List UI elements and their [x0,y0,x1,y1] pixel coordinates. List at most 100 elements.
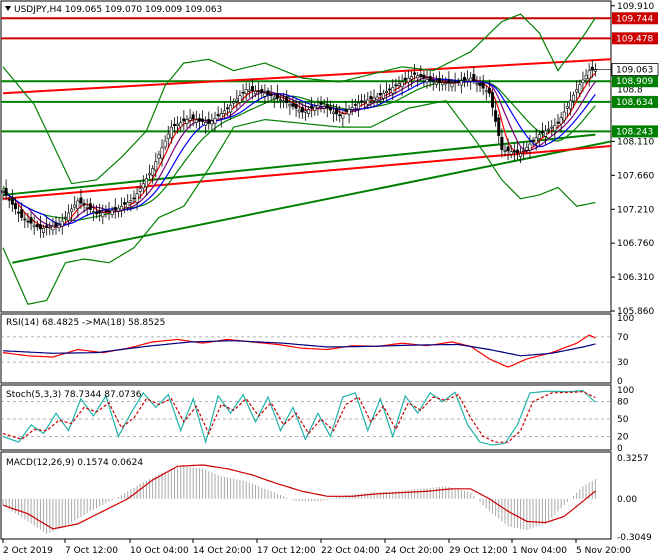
candle-body [70,208,74,213]
candle-body [191,114,195,120]
candle-body [282,100,286,103]
candle-body [57,224,61,229]
candle-body [310,105,314,109]
candle-body [17,211,21,214]
level-price-tag-label: 109.744 [616,14,653,24]
time-tick-label: 5 Nov 20:00 [576,546,631,556]
candle-body [494,110,498,122]
candle-body [562,111,566,121]
candle-body [238,95,242,103]
candle-body [503,150,507,152]
macd-signal-line [2,464,596,530]
candle-body [475,82,479,85]
macd-title: MACD(12,26,9) 0.1574 0.0624 [6,458,143,468]
candle-body [528,143,532,151]
stoch-layer [1,389,611,446]
candle-body [335,108,339,115]
candle-body [244,89,248,95]
dropdown-triangle-icon[interactable] [5,6,11,11]
candle-body [254,91,258,95]
candle-body [409,75,413,80]
stoch-tick-label: 100 [617,386,634,396]
level-price-tag-label: 108.243 [616,127,653,137]
candle-body [307,109,311,114]
trendline-0 [12,140,612,264]
candle-body [194,119,198,123]
candle-body [222,110,226,114]
time-tick-label: 24 Oct 20:00 [385,546,444,556]
candle-body [481,82,485,89]
level-price-tag [612,125,658,138]
candle-body [60,220,64,227]
candle-body [76,200,80,209]
candle-body [328,106,332,111]
candle-body [381,92,385,99]
candle-body [88,203,92,210]
time-tick-label: 29 Oct 12:00 [449,546,508,556]
candle-body [472,74,476,81]
candle-body [110,210,114,216]
candle-body [107,210,111,212]
candle-body [116,207,120,212]
stoch-signal-line [2,391,596,443]
price-tick-label: 107.210 [617,205,654,215]
candle-body [219,112,223,119]
candle-body [419,74,423,78]
time-tick-label: 22 Oct 04:00 [321,546,380,556]
candle-body [38,224,42,230]
candle-body [278,99,282,101]
candle-body [425,79,429,83]
candle-body [294,104,298,109]
rsi-layer [1,334,611,368]
candle-body [497,117,501,136]
candle-body [232,101,236,104]
price-tick-label: 105.860 [617,307,654,317]
candle-body [416,75,420,79]
stoch-tick-label: 20 [617,432,629,442]
candle-body [20,209,24,218]
candle-body [372,97,376,101]
candle-body [487,88,491,94]
candle-body [397,83,401,86]
candle-body [322,106,326,109]
candle-body [235,98,239,102]
candle-body [250,86,254,91]
candle-body [453,81,457,83]
candle-body [285,96,289,103]
candle-body [360,100,364,103]
candle-body [450,83,454,88]
time-tick-label: 14 Oct 20:00 [193,546,252,556]
stoch-tick-label: 50 [617,415,629,425]
candle-body [144,178,148,188]
candle-body [138,188,142,192]
stoch-main-line [2,389,596,446]
candle-body [4,188,8,196]
candle-body [263,92,267,97]
candle-body [447,79,451,84]
trendline-3 [2,58,612,95]
candle-body [568,100,572,110]
candle-body [456,80,460,83]
macd-tick-label: 0.00 [617,495,637,505]
candle-body [63,216,67,219]
candle-body [132,197,136,200]
candle-body [491,92,495,108]
candle-body [400,81,404,88]
candle-body [519,153,523,157]
candle-body [135,193,139,203]
candle-body [91,211,95,213]
candle-body [85,207,89,209]
candle-body [338,114,342,117]
candle-body [462,77,466,81]
candle-body [559,117,563,125]
rsi-tick-label: 30 [617,358,629,368]
candle-body [394,84,398,87]
candle-body [51,226,55,231]
candle-body [590,66,594,71]
macd-tick-label: -0.3049 [617,533,652,543]
price-tick-label: 106.310 [617,273,654,283]
rsi-tick-label: 100 [617,314,634,324]
candle-body [547,128,551,131]
